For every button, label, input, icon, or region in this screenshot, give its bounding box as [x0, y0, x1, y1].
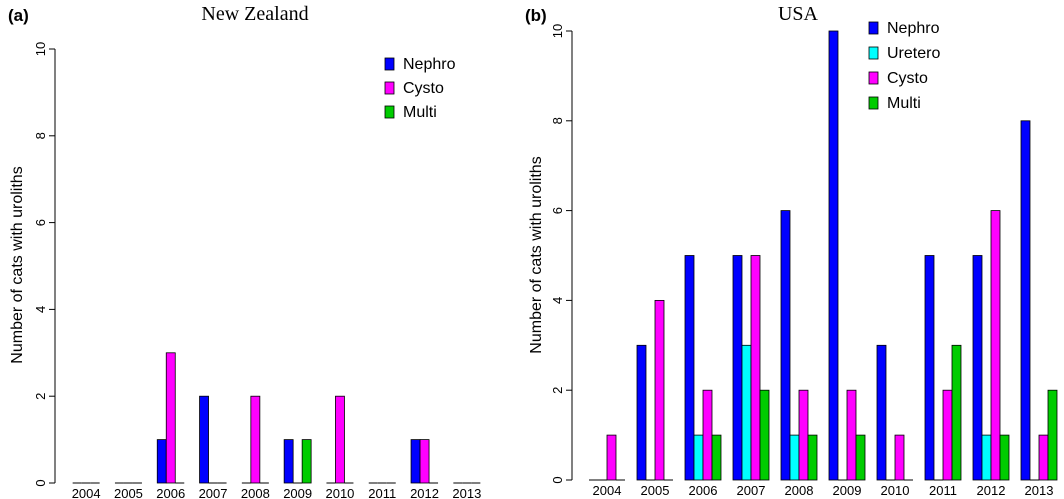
bar-multi-2011 — [951, 344, 962, 481]
bar-cysto-2010 — [335, 395, 345, 484]
bar-nephro-2006 — [684, 255, 695, 481]
legend-label-cysto: Cysto — [403, 80, 444, 97]
bar-nephro-2009 — [828, 30, 839, 481]
y-axis-label: Number of cats with uroliths — [528, 156, 545, 353]
x-tick-label: 2006 — [156, 486, 185, 499]
y-tick-label: 10 — [550, 24, 565, 38]
bar-multi-2009 — [855, 434, 866, 481]
y-axis-label: Number of cats with uroliths — [9, 166, 26, 363]
bar-multi-2009 — [301, 439, 312, 484]
x-tick-label: 2013 — [1025, 483, 1054, 498]
panel-label: (a) — [8, 6, 29, 25]
x-tick-label: 2004 — [593, 483, 622, 498]
x-tick-label: 2007 — [737, 483, 766, 498]
chart-panel-b: (b) USA 0 2 4 6 8 10 Number of cats with urolith… — [525, 3, 1058, 498]
bar-cysto-2007 — [750, 255, 761, 481]
bar-nephro-2007 — [199, 395, 209, 484]
bar-nephro-2007 — [732, 255, 743, 481]
chart-title: New Zealand — [201, 3, 308, 25]
bar-uretero-2012 — [981, 434, 992, 481]
y-tick-label: 8 — [33, 132, 48, 139]
legend-label-multi: Multi — [403, 104, 437, 121]
x-tick-label: 2007 — [199, 486, 228, 499]
legend-label-multi: Multi — [887, 95, 921, 112]
y-tick-label: 4 — [550, 297, 565, 304]
bar-nephro-2009 — [283, 439, 294, 484]
x-tick-label: 2008 — [785, 483, 814, 498]
bar-nephro-2013 — [1020, 120, 1031, 481]
bar-cysto-2005 — [654, 299, 665, 481]
y-tick-label: 0 — [33, 479, 48, 486]
bar-nephro-2008 — [780, 210, 791, 481]
x-tick-label: 2011 — [368, 486, 396, 499]
bar-nephro-2011 — [924, 255, 935, 481]
x-tick-label: 2010 — [325, 486, 354, 499]
y-tick-label: 6 — [33, 219, 48, 226]
x-tick-label: 2005 — [641, 483, 670, 498]
y-tick-label: 10 — [33, 42, 48, 56]
chart-title: USA — [778, 3, 819, 25]
x-tick-label: 2009 — [283, 486, 312, 499]
legend-swatch-nephro — [868, 21, 879, 35]
bar-cysto-2006 — [165, 352, 176, 484]
legend-swatch-multi — [868, 96, 879, 110]
legend-label-uretero: Uretero — [887, 45, 940, 62]
y-tick-label: 2 — [33, 393, 48, 400]
y-tick-label: 2 — [550, 387, 565, 394]
legend-label-cysto: Cysto — [887, 70, 928, 87]
y-tick-label: 0 — [550, 476, 565, 483]
bar-cysto-2013 — [1038, 434, 1049, 481]
bar-multi-2012 — [999, 434, 1010, 481]
bar-nephro-2005 — [636, 344, 647, 481]
x-tick-label: 2009 — [833, 483, 862, 498]
bar-nephro-2006 — [156, 439, 167, 484]
legend-swatch-cysto — [868, 71, 879, 85]
legend-swatch-cysto — [384, 81, 395, 95]
bar-cysto-2006 — [702, 389, 713, 481]
bar-nephro-2012 — [410, 439, 421, 484]
x-tick-label: 2008 — [241, 486, 270, 499]
x-tick-label: 2012 — [977, 483, 1006, 498]
panel-label: (b) — [525, 6, 547, 25]
x-tick-label: 2011 — [929, 483, 957, 498]
bar-cysto-2012 — [419, 439, 430, 484]
bar-uretero-2006 — [693, 434, 704, 481]
legend-label-nephro: Nephro — [403, 56, 456, 73]
bar-cysto-2008 — [250, 395, 261, 484]
x-tick-label: 2005 — [114, 486, 143, 499]
bar-cysto-2011 — [942, 389, 953, 481]
bar-cysto-2012 — [990, 210, 1001, 481]
bar-multi-2008 — [807, 434, 818, 481]
legend-swatch-nephro — [384, 57, 395, 71]
bar-uretero-2008 — [789, 434, 800, 481]
y-tick-label: 8 — [550, 117, 565, 124]
legend-label-nephro: Nephro — [887, 20, 940, 37]
bar-cysto-2004 — [606, 434, 617, 481]
bar-multi-2013 — [1047, 389, 1058, 481]
x-tick-label: 2010 — [881, 483, 910, 498]
bar-multi-2007 — [759, 389, 770, 481]
chart-panel-a: (a) New Zealand 0 2 4 6 8 10 Number of cats with… — [8, 3, 481, 499]
legend-swatch-multi — [384, 105, 395, 119]
x-tick-label: 2012 — [410, 486, 439, 499]
bar-uretero-2007 — [741, 344, 752, 481]
bar-nephro-2012 — [972, 255, 983, 481]
y-tick-label: 6 — [550, 207, 565, 214]
bar-cysto-2008 — [798, 389, 809, 481]
x-tick-label: 2013 — [452, 486, 481, 499]
x-tick-label: 2006 — [689, 483, 718, 498]
bar-cysto-2009 — [846, 389, 857, 481]
x-tick-label: 2004 — [72, 486, 101, 499]
y-tick-label: 4 — [33, 306, 48, 313]
bar-multi-2006 — [711, 434, 722, 481]
bar-nephro-2010 — [876, 344, 887, 481]
legend-swatch-uretero — [868, 46, 879, 60]
bar-cysto-2010 — [894, 434, 905, 481]
